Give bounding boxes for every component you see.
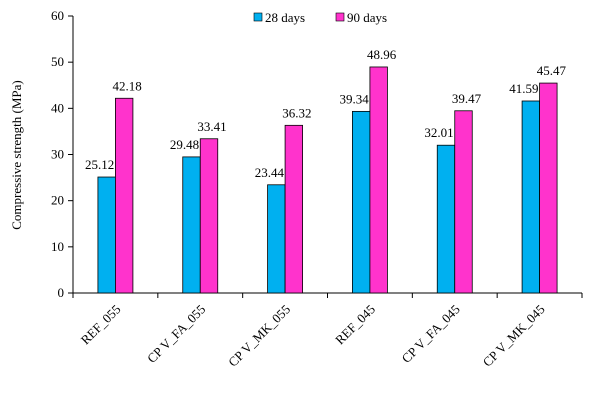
legend: 28 days 90 days bbox=[253, 10, 387, 25]
bar-90-days bbox=[369, 66, 388, 294]
bar-28-days bbox=[521, 100, 540, 294]
y-tick-label: 40 bbox=[51, 100, 64, 115]
y-tick-label: 60 bbox=[51, 8, 64, 23]
data-label: 45.47 bbox=[537, 63, 567, 78]
data-label: 41.59 bbox=[509, 81, 538, 96]
bar-90-days bbox=[454, 110, 473, 294]
y-axis-title: Compressive strength (MPa) bbox=[9, 80, 24, 229]
data-label: 39.47 bbox=[452, 91, 482, 106]
x-tick-label: CP V_MK_045 bbox=[480, 302, 548, 370]
data-label: 23.44 bbox=[255, 165, 285, 180]
data-label: 42.18 bbox=[113, 78, 142, 93]
y-tick-label: 10 bbox=[51, 239, 64, 254]
bars bbox=[97, 66, 558, 294]
bar-90-days bbox=[539, 82, 558, 294]
data-labels: 25.12 42.18 29.48 33.41 23.44 36.32 39.34 48.96… bbox=[85, 47, 566, 180]
data-label: 29.48 bbox=[170, 137, 199, 152]
data-label: 32.01 bbox=[424, 125, 453, 140]
data-label: 39.34 bbox=[340, 91, 370, 106]
y-tick-label: 30 bbox=[51, 147, 64, 162]
bar-90-days bbox=[284, 124, 303, 294]
x-tick-label: REF_045 bbox=[332, 302, 378, 348]
data-label: 25.12 bbox=[85, 157, 114, 172]
bar-28-days bbox=[97, 176, 116, 294]
x-tick-label: REF_055 bbox=[78, 302, 124, 348]
bar-28-days bbox=[352, 110, 371, 294]
y-tick-label: 0 bbox=[58, 285, 65, 300]
bar-90-days bbox=[115, 97, 134, 294]
bar-28-days bbox=[267, 184, 286, 294]
data-label: 48.96 bbox=[367, 47, 397, 62]
y-tick-label: 50 bbox=[51, 54, 64, 69]
x-tick-label: CP V_FA_045 bbox=[399, 302, 463, 366]
legend-swatch bbox=[253, 12, 263, 22]
bar-90-days bbox=[199, 138, 219, 294]
data-label: 36.32 bbox=[282, 105, 311, 120]
bar-28-days bbox=[436, 144, 456, 294]
legend-label: 28 days bbox=[265, 10, 305, 25]
legend-label: 90 days bbox=[347, 10, 387, 25]
bar-28-days bbox=[182, 156, 201, 294]
x-tick-label: CP V_FA_055 bbox=[144, 302, 208, 366]
x-tick-label: CP V_MK_055 bbox=[225, 302, 293, 370]
data-label: 33.41 bbox=[197, 119, 226, 134]
legend-swatch bbox=[335, 12, 345, 22]
y-tick-label: 20 bbox=[51, 193, 64, 208]
